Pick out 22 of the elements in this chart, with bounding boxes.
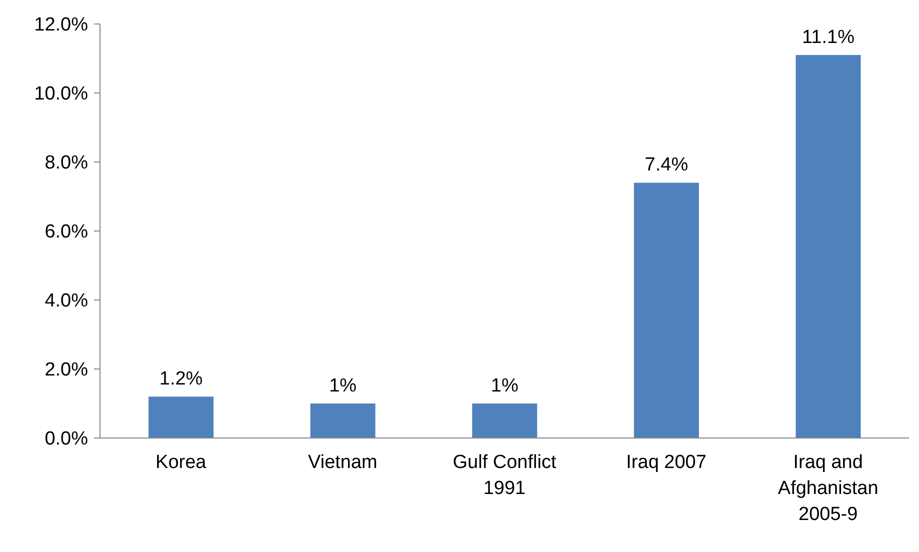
y-tick-label: 8.0% bbox=[44, 152, 88, 174]
y-tick-label: 2.0% bbox=[44, 360, 88, 381]
bar bbox=[796, 55, 861, 438]
data-label: 1.2% bbox=[159, 368, 203, 390]
x-tick-label: Iraq and Afghanistan 2005-9 bbox=[778, 452, 878, 525]
y-tick-label: 6.0% bbox=[44, 222, 88, 243]
x-tick-label: Vietnam bbox=[308, 452, 378, 473]
x-tick-label: Gulf Conflict 1991 bbox=[452, 452, 557, 499]
data-label: 7.4% bbox=[644, 154, 688, 176]
data-label: 1% bbox=[490, 376, 518, 396]
data-label: 11.1% bbox=[802, 27, 855, 48]
bar bbox=[472, 404, 538, 438]
y-tick-label: 12.0% bbox=[34, 14, 88, 36]
bar bbox=[148, 396, 214, 438]
bar bbox=[310, 404, 376, 438]
bar bbox=[634, 182, 699, 438]
x-tick-label: Iraq 2007 bbox=[626, 452, 706, 473]
y-tick-label: 0.0% bbox=[44, 428, 88, 450]
data-label: 1% bbox=[329, 376, 357, 396]
x-tick-label: Korea bbox=[156, 452, 207, 473]
y-tick-label: 4.0% bbox=[44, 290, 88, 312]
y-tick-label: 10.0% bbox=[34, 84, 88, 105]
